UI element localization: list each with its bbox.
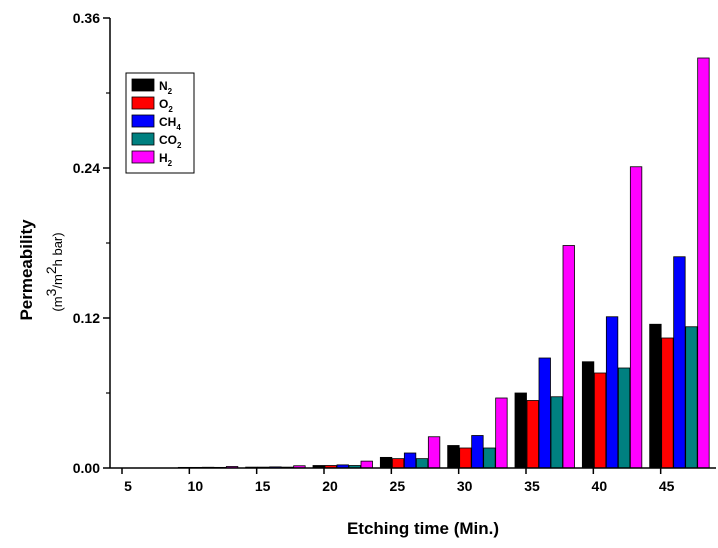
legend-label-sub: 2 bbox=[168, 87, 173, 96]
legend-label-sub: 2 bbox=[168, 105, 173, 114]
legend-label-sub: 2 bbox=[177, 141, 182, 150]
bar-CO2-30 bbox=[483, 447, 496, 469]
legend-label-H2: H2 bbox=[159, 151, 173, 168]
x-tick-label-10: 10 bbox=[188, 478, 204, 494]
x-tick-label-40: 40 bbox=[592, 478, 608, 494]
x-tick-label-5: 5 bbox=[124, 478, 132, 494]
bar-CO2-45 bbox=[685, 326, 698, 469]
bar-N2-25 bbox=[379, 456, 393, 469]
legend-label-main: CO bbox=[159, 133, 177, 147]
x-tick-label-30: 30 bbox=[457, 478, 473, 494]
bar-O2-40 bbox=[593, 372, 607, 469]
x-axis-title: Etching time (Min.) bbox=[347, 519, 499, 538]
bar-CH4-30 bbox=[471, 435, 484, 469]
y-tick-label: 0.24 bbox=[73, 160, 100, 176]
bar-H2-20 bbox=[360, 460, 373, 469]
y-unit-sup1: 3 bbox=[43, 288, 59, 296]
y-unit-open: (m bbox=[50, 296, 65, 311]
bar-N2-45 bbox=[649, 323, 662, 469]
y-axis-title: Permeability bbox=[17, 219, 36, 321]
bar-O2-25 bbox=[391, 458, 405, 469]
bar-CO2-40 bbox=[617, 367, 631, 469]
legend-swatch-H2 bbox=[131, 150, 155, 164]
bar-CH4-35 bbox=[538, 357, 551, 469]
y-axis-unit: (m3/m2h bar) bbox=[43, 232, 65, 311]
bar-O2-30 bbox=[459, 447, 472, 469]
legend-label-N2: N2 bbox=[159, 79, 173, 96]
y-ticks-group: 0.00 0.12 0.24 0.36 bbox=[73, 10, 110, 476]
bar-H2-30 bbox=[495, 397, 508, 469]
bar-H2-40 bbox=[629, 166, 643, 469]
legend-label-CO2: CO2 bbox=[159, 133, 182, 150]
y-axis-title-group: Permeability bbox=[17, 219, 36, 321]
bar-H2-35 bbox=[562, 245, 575, 469]
bar-N2-35 bbox=[514, 392, 527, 469]
bar-CH4-40 bbox=[605, 316, 619, 469]
legend-swatch-CO2 bbox=[131, 132, 155, 146]
legend-label-CH4: CH4 bbox=[159, 115, 181, 132]
y-unit-sup2: 2 bbox=[43, 266, 59, 274]
bar-O2-35 bbox=[526, 400, 539, 469]
y-tick-label: 0.36 bbox=[73, 10, 100, 26]
x-tick-label-15: 15 bbox=[255, 478, 271, 494]
x-tick-label-20: 20 bbox=[322, 478, 338, 494]
bar-H2-45 bbox=[697, 57, 710, 469]
legend-label-O2: O2 bbox=[159, 97, 173, 114]
bar-H2-25 bbox=[427, 436, 441, 469]
legend-swatch-N2 bbox=[131, 78, 155, 92]
legend-label-main: O bbox=[159, 97, 168, 111]
bar-N2-40 bbox=[581, 361, 595, 469]
legend-label-sub: 2 bbox=[168, 159, 173, 168]
y-unit-mid: /m bbox=[50, 274, 65, 288]
y-unit-close: h bar) bbox=[50, 232, 65, 266]
legend-swatch-O2 bbox=[131, 96, 155, 110]
bar-CH4-25 bbox=[403, 452, 417, 469]
legend-label-main: CH bbox=[159, 115, 176, 129]
x-tick-label-45: 45 bbox=[659, 478, 675, 494]
bars-group bbox=[177, 57, 710, 469]
y-axis-unit-group: (m3/m2h bar) bbox=[43, 232, 65, 311]
bar-N2-30 bbox=[447, 445, 460, 469]
x-tick-label-25: 25 bbox=[390, 478, 406, 494]
x-tick-label-35: 35 bbox=[524, 478, 540, 494]
legend-label-main: H bbox=[159, 151, 168, 165]
bar-CO2-25 bbox=[415, 458, 429, 469]
x-ticks-group: 5 10 15 20 25 30 35 40 45 bbox=[121, 468, 675, 494]
legend-label-main: N bbox=[159, 79, 168, 93]
legend-swatch-CH4 bbox=[131, 114, 155, 128]
bar-CH4-45 bbox=[673, 256, 686, 469]
bar-CO2-35 bbox=[550, 396, 563, 469]
legend-label-sub: 4 bbox=[176, 123, 181, 132]
y-tick-label: 0.00 bbox=[73, 460, 100, 476]
bar-O2-45 bbox=[661, 337, 674, 469]
y-tick-label: 0.12 bbox=[73, 310, 100, 326]
